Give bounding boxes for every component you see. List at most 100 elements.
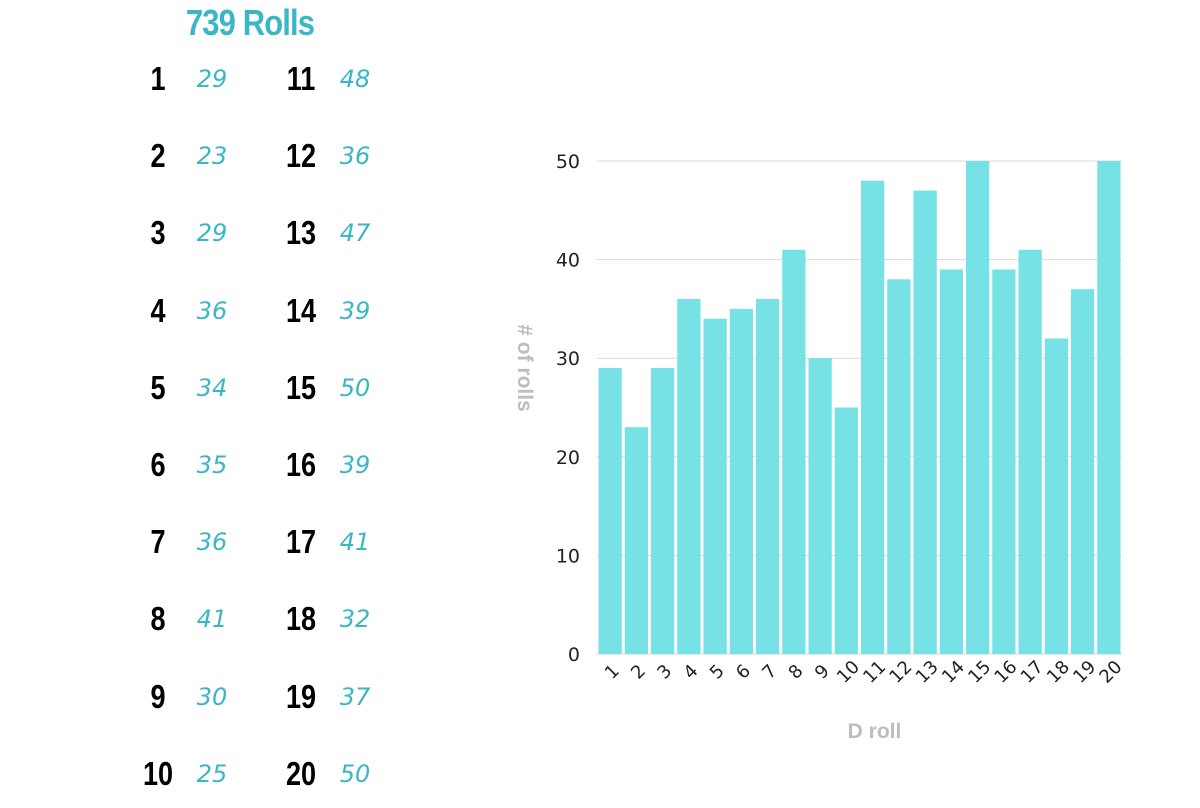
- roll-face-label: 1: [150, 60, 166, 97]
- bar: [782, 249, 806, 655]
- roll-count-value: 41: [339, 528, 371, 557]
- bar: [808, 358, 832, 654]
- roll-count-value: 29: [196, 65, 228, 93]
- bar: [1097, 161, 1121, 654]
- roll-entry: 16 39: [271, 443, 401, 487]
- bar: [703, 318, 727, 654]
- roll-entry: 19 37: [271, 675, 401, 719]
- x-tick-label: 8: [785, 661, 808, 684]
- roll-face-label: 2: [150, 137, 166, 175]
- roll-entry: 9 30: [128, 675, 258, 719]
- roll-entry: 10 25: [128, 752, 258, 796]
- roll-count-value: 29: [196, 219, 228, 248]
- x-tick-label: 4: [680, 661, 703, 684]
- y-tick-label: 50: [556, 151, 580, 173]
- bar: [598, 368, 622, 654]
- bar: [624, 427, 648, 654]
- roll-face-label: 15: [285, 368, 317, 406]
- roll-entry: 4 36: [128, 289, 258, 333]
- roll-count-value: 39: [339, 296, 371, 325]
- bar: [1018, 249, 1042, 655]
- chart-title: 739 Rolls: [185, 2, 315, 43]
- roll-entry: 18 32: [271, 597, 401, 641]
- roll-count-value: 37: [339, 682, 371, 711]
- roll-face-label: 11: [286, 60, 316, 97]
- roll-face-label: 7: [150, 523, 166, 561]
- roll-face-label: 17: [285, 523, 317, 561]
- roll-entry: 6 35: [128, 443, 258, 487]
- x-tick-label: 5: [706, 661, 729, 684]
- roll-count-value: 25: [196, 759, 228, 788]
- roll-count-value: 35: [196, 451, 228, 479]
- roll-face-label: 5: [150, 368, 166, 406]
- roll-count-value: 39: [339, 451, 371, 479]
- bar: [913, 190, 937, 654]
- roll-entry: 1 29: [128, 57, 258, 101]
- x-tick-label: 6: [732, 661, 755, 684]
- roll-entry: 7 36: [128, 520, 258, 564]
- y-tick-label: 30: [556, 348, 580, 370]
- roll-face-label: 13: [285, 214, 317, 252]
- x-tick-label: 2: [627, 661, 650, 684]
- roll-count-value: 36: [196, 528, 228, 557]
- roll-face-label: 10: [142, 754, 174, 792]
- roll-entry: 14 39: [271, 289, 401, 333]
- roll-entry: 2 23: [128, 134, 258, 178]
- x-tick-label: 20: [1095, 657, 1126, 688]
- y-tick-label: 20: [556, 447, 580, 469]
- x-axis-title: D roll: [848, 720, 902, 743]
- y-tick-label: 10: [556, 545, 580, 567]
- x-tick-label: 9: [811, 661, 834, 684]
- roll-count-value: 23: [196, 142, 228, 171]
- bar: [939, 269, 963, 654]
- roll-face-label: 16: [285, 446, 317, 483]
- x-tick-label: 7: [758, 661, 781, 684]
- roll-face-label: 3: [150, 214, 166, 252]
- x-tick-label: 3: [653, 661, 676, 684]
- roll-entry: 8 41: [128, 597, 258, 641]
- bar: [1044, 338, 1068, 654]
- roll-count-value: 36: [196, 296, 228, 325]
- roll-face-label: 18: [285, 600, 317, 638]
- roll-face-label: 20: [285, 754, 317, 792]
- roll-face-label: 12: [285, 137, 317, 175]
- bar: [861, 180, 885, 654]
- roll-entry: 17 41: [271, 520, 401, 564]
- roll-count-value: 32: [339, 605, 371, 634]
- roll-count-value: 34: [196, 373, 228, 402]
- roll-entry: 13 47: [271, 211, 401, 255]
- y-axis-title: # of rolls: [513, 324, 536, 412]
- roll-face-label: 19: [285, 677, 317, 715]
- roll-count-value: 48: [339, 65, 371, 93]
- roll-entry: 3 29: [128, 211, 258, 255]
- roll-entry: 5 34: [128, 366, 258, 410]
- roll-count-value: 47: [339, 219, 371, 248]
- bar: [834, 407, 858, 654]
- roll-face-label: 4: [150, 291, 166, 329]
- roll-entry: 20 50: [271, 752, 401, 796]
- roll-entry: 15 50: [271, 366, 401, 410]
- roll-face-label: 6: [150, 446, 166, 483]
- y-tick-label: 0: [568, 644, 580, 666]
- roll-entry: 12 36: [271, 134, 401, 178]
- bar: [966, 161, 990, 654]
- roll-face-label: 8: [150, 600, 166, 638]
- roll-entry: 11 48: [271, 57, 401, 101]
- bar: [677, 299, 701, 654]
- roll-count-value: 50: [339, 373, 371, 402]
- roll-count-value: 30: [196, 682, 228, 711]
- bar: [887, 279, 911, 654]
- bar: [729, 308, 753, 654]
- roll-count-value: 36: [339, 142, 371, 171]
- roll-count-value: 50: [339, 759, 371, 788]
- roll-count-value: 41: [196, 605, 228, 634]
- roll-face-label: 9: [150, 677, 166, 715]
- roll-face-label: 14: [285, 291, 317, 329]
- x-tick-label: 1: [601, 661, 624, 684]
- bar: [992, 269, 1016, 654]
- y-tick-label: 40: [556, 250, 580, 272]
- bar: [651, 368, 675, 654]
- bar: [1071, 289, 1095, 654]
- bar: [756, 299, 780, 654]
